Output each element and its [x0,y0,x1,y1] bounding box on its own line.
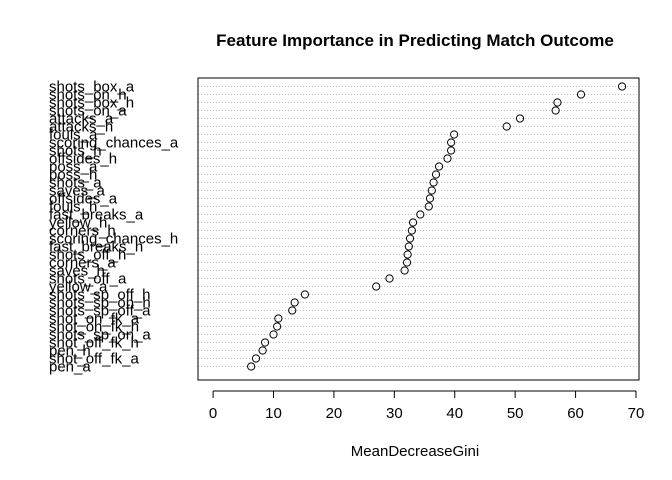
feature-labels: shots_box_ashots_on_hshots_box_hshots_on… [49,79,179,376]
feature-label: shots_h [49,143,102,160]
feature-label: corners_a [49,255,116,272]
feature-label: shots_sp_on_h [49,295,151,312]
data-point [269,330,278,339]
feature-label: poss_a [49,159,98,176]
data-point [403,250,412,259]
feature-label: corners_h [49,223,116,240]
feature-label: shot_off_fk_h [49,335,139,352]
data-point [258,346,267,355]
data-point [502,122,511,131]
feature-label: pen_h [49,343,91,360]
data-point [617,82,627,91]
feature-label: shots_off_h [49,247,126,264]
data-point [407,226,416,235]
data-point [251,354,261,363]
data-point [443,154,452,163]
x-tick-label: 60 [567,405,584,422]
data-point [576,90,586,99]
feature-label: shots_a [49,175,102,192]
feature-label: saves_a [49,183,106,200]
feature-label: yellow_h [49,215,107,232]
plot-frame [197,77,640,381]
feature-label: poss_h [49,167,97,184]
x-axis: 0 10 20 30 40 50 60 70 [209,390,645,422]
feature-label: yellow_a [49,279,108,296]
chart-title: Feature Importance in Predicting Match O… [216,31,614,50]
x-tick-label: 70 [628,405,645,422]
feature-label: attacks_h [49,119,113,136]
data-point [429,178,438,187]
data-point [288,306,297,315]
feature-label: pen_a [49,359,91,376]
feature-label: shot_on_fk_h [49,319,139,336]
data-point [416,210,425,219]
feature-label: shot_on_fk_a [49,311,140,328]
data-points [247,82,627,371]
feature-label: shots_on_h [49,87,127,104]
data-point [425,194,435,203]
data-point [300,290,310,299]
data-point [372,282,381,291]
feature-label: scoring_chances_h [49,231,178,248]
data-point [247,362,256,371]
feature-label: offsides_h [49,151,117,168]
x-tick-label: 10 [265,405,282,422]
x-tick-label: 40 [446,405,463,422]
data-point [427,186,436,195]
data-point [515,114,525,123]
data-point [551,106,560,115]
feature-label: fouls_h [49,199,97,216]
feature-label: fast_breaks_h [49,239,143,256]
data-point [434,162,444,171]
feature-label: shot_off_fk_a [49,351,139,368]
data-point [273,322,282,331]
feature-label: shots_on_a [49,103,127,120]
feature-label: saves_h [49,263,105,280]
x-tick-label: 30 [386,405,403,422]
feature-label: shots_box_a [49,79,135,96]
feature-label: scoring_chances_a [49,135,179,152]
data-point [408,218,418,227]
data-point [404,242,413,251]
data-point [447,146,456,155]
data-point [424,202,433,211]
data-point [553,98,562,107]
feature-label: shots_sp_off_h [49,287,150,304]
feature-label: fast_breaks_a [49,207,144,224]
feature-label: attacks_a [49,111,114,128]
data-point [274,314,283,323]
feature-label: shots_box_h [49,95,134,112]
data-point [290,298,299,307]
x-tick-label: 50 [507,405,524,422]
data-point [447,138,456,147]
data-point [385,274,394,283]
data-point [431,170,441,179]
data-point [260,338,270,347]
feature-label: fouls_a [49,127,98,144]
feature-label: shots_sp_on_a [49,327,151,344]
data-point [402,258,412,267]
data-point [450,130,459,139]
x-axis-label: MeanDecreaseGini [351,443,479,460]
data-point [400,266,409,275]
feature-label: offsides_a [49,191,118,208]
feature-label: shots_off_a [49,271,127,288]
grid-lines [198,86,639,367]
x-tick-label: 0 [209,405,217,422]
x-tick-label: 20 [326,405,343,422]
feature-label: shots_sp_off_a [49,303,151,320]
data-point [405,234,415,243]
